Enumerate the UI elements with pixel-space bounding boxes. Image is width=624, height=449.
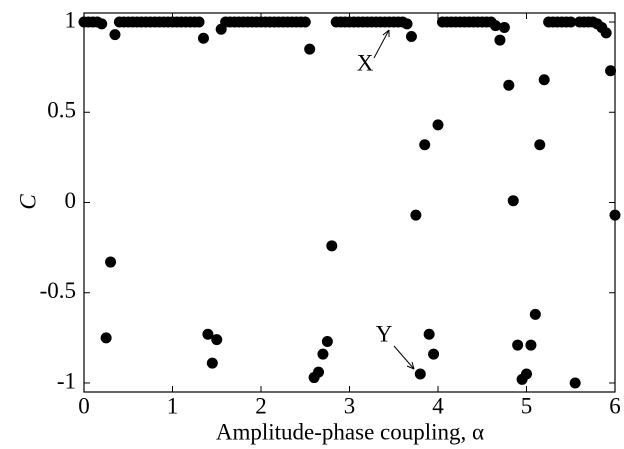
point	[605, 65, 617, 77]
point	[521, 368, 532, 380]
point	[299, 16, 311, 28]
y-tick-label: 0.5	[47, 98, 76, 123]
annotation: X	[357, 50, 374, 75]
point	[503, 79, 515, 91]
x-tick-label: 6	[609, 393, 621, 418]
point	[202, 328, 214, 340]
point	[498, 21, 510, 33]
point	[428, 348, 440, 360]
point	[405, 30, 417, 42]
x-tick-label: 1	[167, 393, 179, 418]
plot-frame	[83, 12, 616, 393]
point	[525, 339, 537, 351]
point	[534, 139, 546, 151]
x-tick-label: 4	[432, 393, 444, 418]
point	[326, 240, 338, 252]
point	[211, 334, 223, 346]
point	[193, 16, 205, 28]
point	[414, 368, 426, 380]
point	[538, 74, 550, 86]
point	[565, 16, 577, 28]
y-tick-label: 0	[65, 188, 77, 213]
point	[600, 27, 612, 39]
point	[507, 195, 519, 207]
point	[313, 366, 325, 378]
annotation-arrow	[373, 29, 390, 59]
y-tick-label: 1	[65, 7, 77, 32]
x-axis-label: Amplitude-phase coupling, α	[216, 419, 484, 444]
arrow-head	[382, 29, 390, 37]
y-tick-label: -1	[57, 368, 76, 393]
point	[432, 119, 444, 131]
y-tick-label: -0.5	[40, 278, 76, 303]
annotation: Y	[376, 321, 393, 346]
arrow-head	[406, 361, 415, 370]
x-tick-label: 3	[344, 393, 356, 418]
point	[419, 139, 431, 151]
point	[96, 18, 108, 30]
point	[410, 209, 422, 221]
point	[490, 20, 502, 32]
x-tick-label: 2	[255, 393, 267, 418]
point	[529, 308, 541, 320]
annotation-arrow	[393, 345, 415, 370]
y-axis-label: C	[15, 194, 40, 210]
point	[423, 328, 435, 340]
point	[105, 256, 117, 268]
point	[401, 18, 413, 30]
point	[321, 335, 333, 347]
point	[304, 43, 316, 55]
point	[206, 357, 218, 369]
point	[100, 332, 112, 344]
point	[569, 377, 581, 389]
x-tick-label: 5	[521, 393, 533, 418]
point	[109, 29, 121, 41]
x-tick-label: 0	[78, 393, 90, 418]
point	[494, 34, 506, 46]
point	[317, 348, 329, 360]
point	[512, 339, 524, 351]
point	[197, 32, 209, 44]
point	[609, 209, 621, 221]
